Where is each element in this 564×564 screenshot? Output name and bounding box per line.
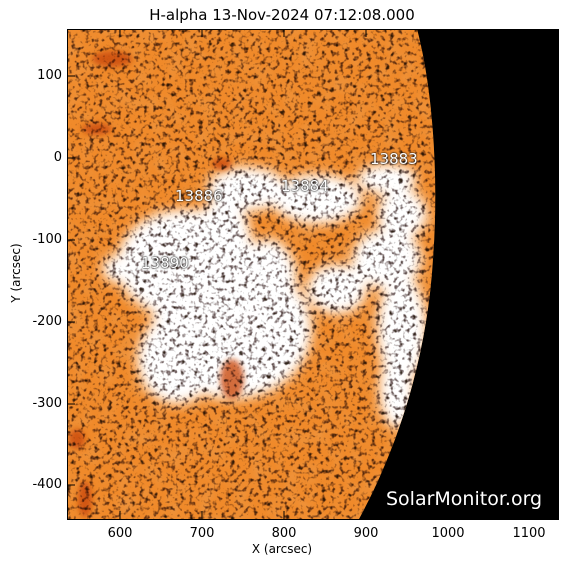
watermark-text: SolarMonitor.org xyxy=(386,488,543,510)
y-tick-label: -200 xyxy=(32,314,62,329)
x-tick-label: 900 xyxy=(353,526,379,541)
x-tick-label: 800 xyxy=(271,526,297,541)
active-region-label: 13884 xyxy=(281,177,329,195)
x-tick-label: 1000 xyxy=(431,526,465,541)
x-tick-label: 1100 xyxy=(512,526,546,541)
solar-image-plot: 13883 13884 13886 13890 xyxy=(67,29,558,519)
active-region-label: 13886 xyxy=(175,187,223,205)
y-tick-label: -400 xyxy=(32,477,62,492)
y-tick-label: -300 xyxy=(32,396,62,411)
x-tick-label: 600 xyxy=(107,526,133,541)
solar-disk-image xyxy=(67,29,558,519)
active-region-label: 13890 xyxy=(141,254,189,272)
image-title: H-alpha 13-Nov-2024 07:12:08.000 xyxy=(149,6,415,24)
y-tick-label: 0 xyxy=(53,150,62,165)
y-tick-label: 100 xyxy=(37,68,62,83)
active-region-label: 13883 xyxy=(370,150,418,168)
y-axis-label: Y (arcsec) xyxy=(9,243,23,303)
y-tick-label: -100 xyxy=(32,232,62,247)
x-axis-label: X (arcsec) xyxy=(251,542,313,556)
x-tick-label: 700 xyxy=(189,526,215,541)
